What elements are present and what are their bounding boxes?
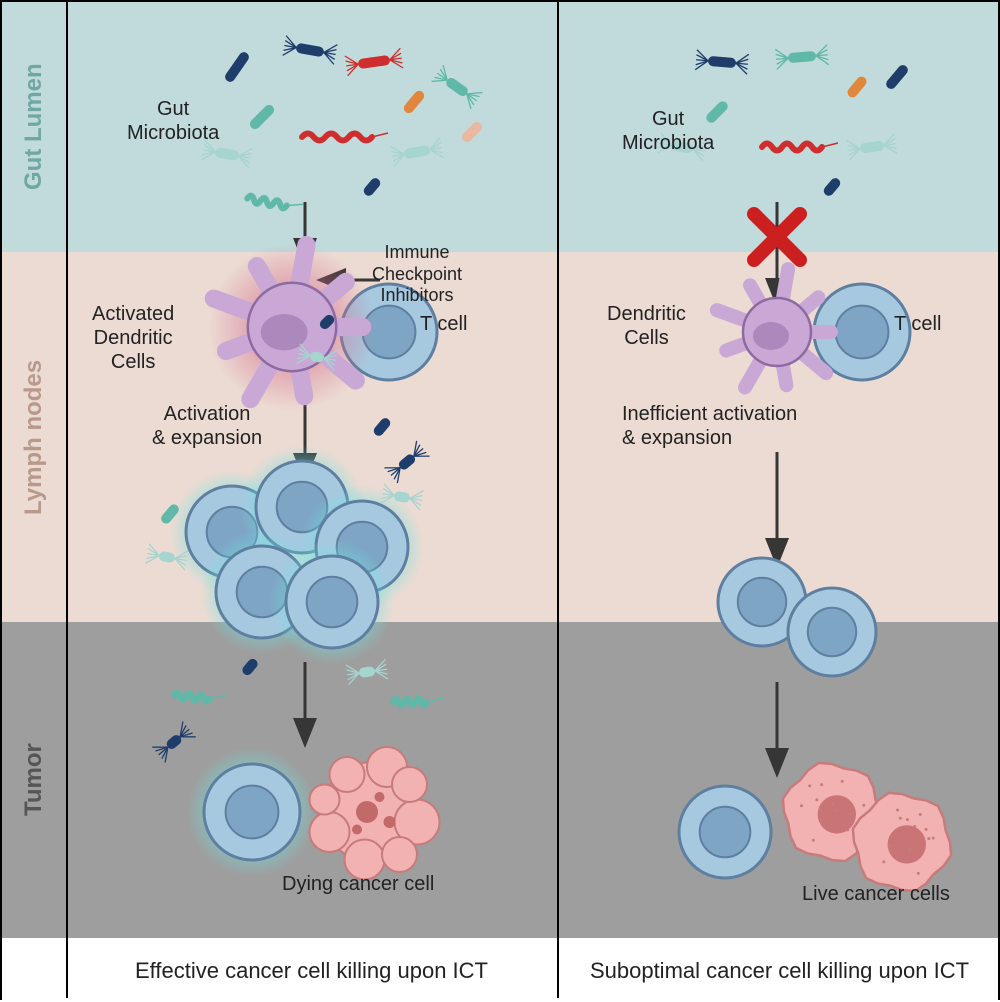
microbe-flagella_rod: [775, 45, 829, 69]
microbe-flagella_rod: [152, 721, 195, 762]
label-dendritic-cells: Dendritic Cells: [607, 302, 686, 350]
microbe-spiral: [302, 133, 388, 141]
label-activated-dendritic-cells: Activated Dendritic Cells: [92, 302, 174, 374]
microbe-flagella_rod: [384, 441, 429, 483]
caption-effective: Effective cancer cell killing upon ICT: [66, 958, 557, 984]
microbe-spiral: [762, 143, 838, 151]
microbe-rod: [884, 63, 910, 91]
microbe-rod: [372, 416, 393, 438]
microbe-flagella_rod: [847, 134, 897, 160]
label-gut-microbiota-right: Gut Microbiota: [622, 107, 714, 155]
label-inefficient-activation: Inefficient activation & expansion: [622, 402, 797, 450]
microbe-rod: [362, 176, 383, 198]
microbe-spiral: [247, 195, 303, 212]
t-cell: [788, 588, 876, 676]
activated-dendritic-cell: [208, 243, 376, 411]
label-activation-expansion: Activation & expansion: [152, 402, 262, 450]
microbe-rod: [845, 75, 868, 100]
microbe-rod: [402, 89, 426, 115]
microbe-rod: [240, 657, 259, 677]
microbe-flagella_rod: [391, 138, 444, 166]
caption-suboptimal: Suboptimal cancer cell killing upon ICT: [557, 958, 1000, 984]
label-immune-checkpoint-inhibitors: Immune Checkpoint Inhibitors: [372, 242, 462, 307]
dying-cancer-cell: [310, 747, 440, 880]
label-gut-microbiota-left: Gut Microbiota: [127, 97, 219, 145]
label-live-cancer-cells: Live cancer cells: [802, 882, 950, 906]
t-cell: [679, 786, 771, 878]
microbe-flagella_rod: [283, 36, 338, 65]
label-t-cell-left: T cell: [420, 312, 467, 336]
microbe-flagella_rod: [695, 50, 749, 74]
label-dying-cancer-cell: Dying cancer cell: [282, 872, 434, 896]
microbe-flagella_rod: [432, 65, 483, 109]
microbe-rod: [460, 120, 484, 144]
microbe-flagella_rod: [345, 48, 403, 76]
microbe-spiral: [393, 698, 443, 706]
svg-overlay: [2, 2, 1000, 1002]
t-cell: [187, 747, 317, 877]
microbe-flagella_rod: [346, 659, 388, 684]
t-cell: [270, 540, 394, 664]
microbe-spiral: [174, 691, 226, 703]
microbe-rod: [223, 50, 251, 84]
label-t-cell-right: T cell: [894, 312, 941, 336]
microbe-rod: [248, 103, 276, 131]
dendritic-cell: [717, 269, 831, 387]
microbe-rod: [822, 176, 843, 198]
diagram-container: Gut LumenLymph nodesTumor Gut Microbiota…: [0, 0, 1000, 1000]
